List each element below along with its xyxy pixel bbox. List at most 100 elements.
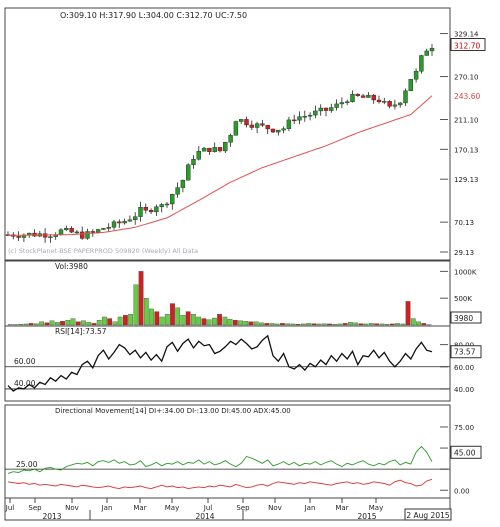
candle-body [414,71,418,79]
dmi-25-label: 25.00 [16,460,38,469]
month-label: Jan [304,504,316,512]
volume-bar [385,324,389,325]
candle-body [181,180,185,187]
volume-bar [291,324,295,325]
candle-body [260,124,264,126]
volume-bar [364,324,368,325]
month-label: Jul [203,504,213,512]
candle-body [393,105,397,106]
volume-bar [254,322,258,325]
volume-bar [45,323,49,325]
year-label: 2013 [42,512,61,521]
volume-bar [416,322,420,325]
candle-body [17,236,21,237]
rsi-last-label: 73.57 [454,348,476,357]
candle-body [123,221,127,223]
volume-bar [207,320,211,325]
volume-bar [134,285,138,325]
volume-bar [343,323,347,325]
candle-body [324,108,328,111]
candle-body [154,207,158,212]
candle-body [329,108,333,111]
candle-body [382,101,386,102]
volume-bar [322,324,326,325]
volume-bar [406,301,410,325]
volume-bar [97,320,101,325]
candle-body [80,232,84,239]
price-panel: O:309.10 H:317.90 L:304.00 C:312.70 UC:7… [5,8,485,260]
candle-body [313,111,317,115]
volume-bar [338,324,342,325]
volume-bar [411,319,415,325]
candle-body [149,210,153,212]
candle-body [86,231,90,238]
candle-body [361,96,365,98]
volume-bar [369,323,373,325]
candle-body [170,194,174,204]
volume-bar [348,322,352,325]
volume-bar [390,324,394,325]
candle-body [70,228,74,232]
candle-body [271,129,275,132]
candle-body [207,148,211,152]
volume-bar [160,317,164,325]
candle-body [292,120,296,121]
year-label: 2015 [357,512,376,521]
volume-bar [233,320,237,325]
price-tick-label: 70.13 [454,219,474,227]
candle-body [176,188,180,195]
volume-bar [81,321,85,325]
candle-body [250,125,254,128]
volume-bar [87,322,91,325]
rsi-title: RSI[14]:73.57 [55,327,107,336]
volume-bar [55,322,59,325]
volume-bar [50,321,54,325]
moving-average-label: 243.60 [454,92,480,101]
volume-bar [333,324,337,325]
volume-bar [128,314,132,325]
volume-bar [186,312,190,325]
candle-body [91,231,95,232]
volume-bar [18,324,22,325]
candle-body [282,129,286,130]
candle-body [356,94,360,96]
volume-bar [76,322,80,325]
candle-body [404,91,408,103]
candle-body [351,94,355,102]
dmi-tick-label: 75.00 [454,424,474,432]
candle-body [298,117,302,120]
dmi-last-label: 45.00 [454,448,476,457]
month-label: Sep [28,504,42,512]
volume-bar [165,314,169,325]
month-label: May [165,504,179,512]
ohlc-readout: O:309.10 H:317.90 L:304.00 C:312.70 UC:7… [60,11,247,20]
candle-body [287,120,291,129]
price-tick-label: 329.14 [454,31,479,39]
candle-body [223,142,227,151]
candle-body [425,51,429,56]
volume-bar [217,314,221,325]
volume-bar [401,324,405,325]
candle-body [409,79,413,91]
volume-bar [249,322,253,325]
candle-body [64,228,68,230]
volume-tick-label: 1000K [454,268,477,276]
watermark-text: (c) StockPlanet-BSE PAPERPROD 509820 (We… [8,247,198,255]
volume-bar [123,315,127,325]
rsi-tick-label: 60.00 [454,364,474,372]
candle-body [139,207,143,216]
candle-body [186,165,190,180]
volume-bar [264,323,268,325]
volume-bar [306,323,310,325]
volume-bar [327,324,331,325]
volume-bar [202,319,206,325]
candle-body [192,159,196,165]
volume-bar [270,323,274,325]
volume-tick-label: 500K [454,295,472,303]
volume-bar [139,271,143,325]
volume-bar [144,298,148,325]
volume-bar [107,319,111,325]
candle-body [43,234,47,238]
